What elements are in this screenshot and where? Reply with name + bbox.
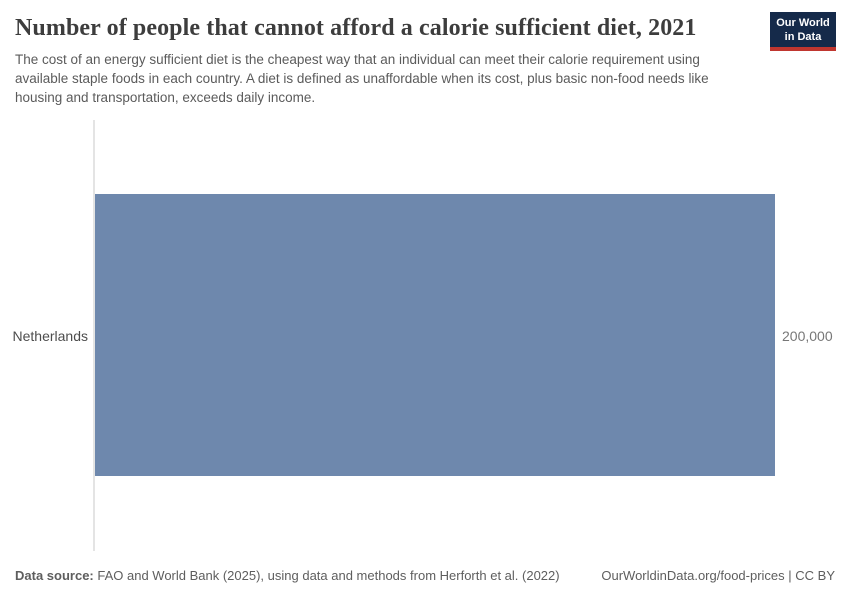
owid-footer-link[interactable]: OurWorldinData.org/food-prices | CC BY: [601, 568, 835, 583]
bar-value-label: 200,000: [782, 328, 833, 344]
y-axis-line: [93, 120, 95, 551]
owid-logo-line2: in Data: [784, 31, 822, 44]
footer: Data source: FAO and World Bank (2025), …: [15, 568, 835, 583]
page-title: Number of people that cannot afford a ca…: [15, 15, 697, 41]
category-label-netherlands: Netherlands: [12, 328, 89, 344]
bar-netherlands[interactable]: [95, 194, 775, 476]
chart-subtitle: The cost of an energy sufficient diet is…: [15, 52, 709, 105]
data-source-note: Data source: FAO and World Bank (2025), …: [15, 568, 560, 583]
data-source-label: Data source:: [15, 568, 94, 583]
owid-logo[interactable]: Our World in Data: [770, 12, 836, 51]
data-source-text: FAO and World Bank (2025), using data an…: [93, 568, 560, 583]
plot-area: Netherlands 200,000: [0, 120, 850, 551]
owid-logo-line1: Our World: [776, 17, 830, 29]
